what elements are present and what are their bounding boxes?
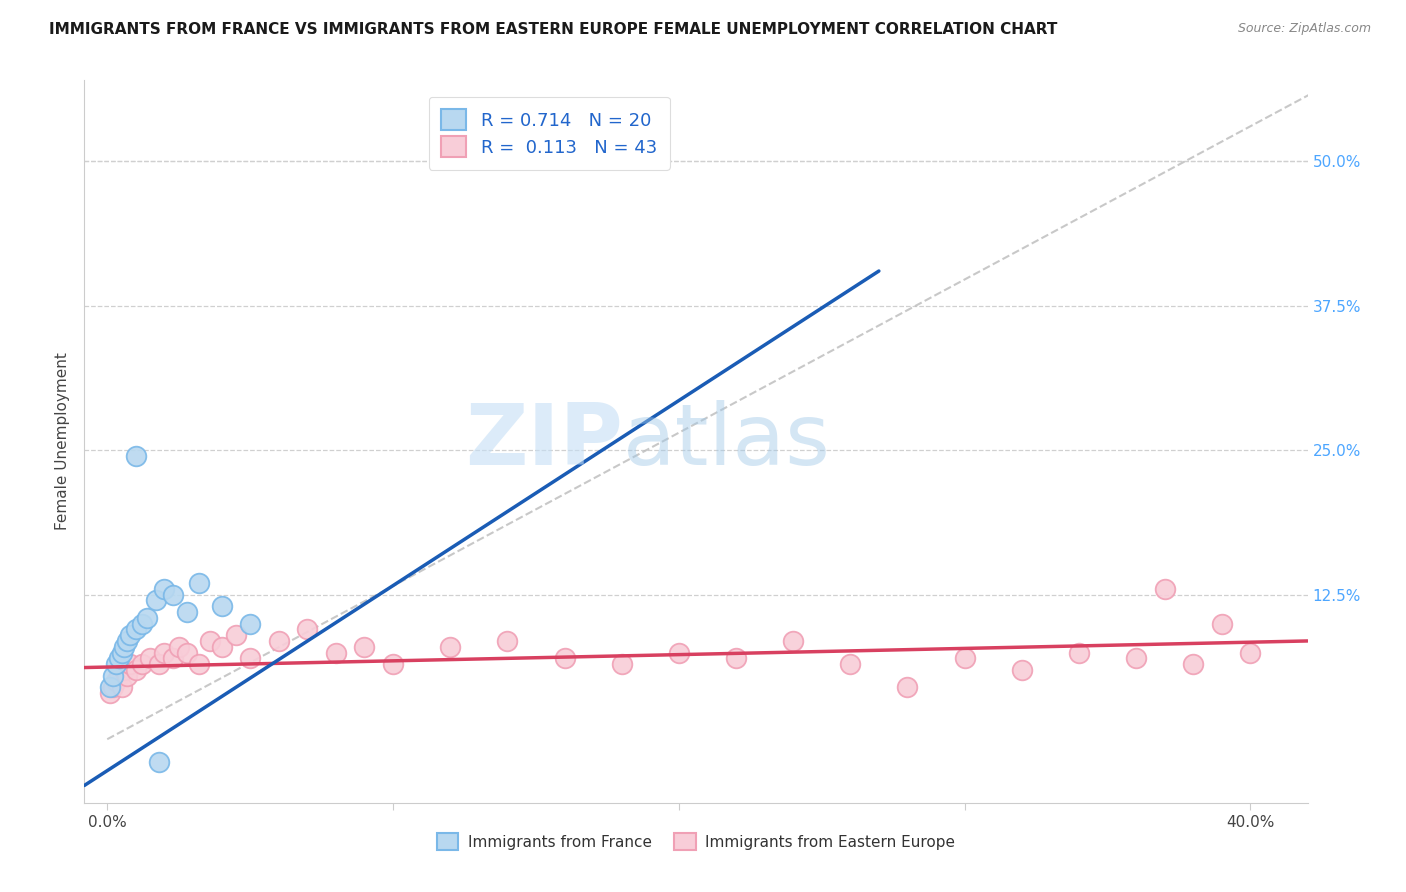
Point xyxy=(325,646,347,660)
Point xyxy=(553,651,575,665)
Point xyxy=(153,582,176,596)
Point xyxy=(125,663,148,677)
Point xyxy=(187,657,209,671)
Point xyxy=(198,634,221,648)
Point xyxy=(115,668,138,682)
Point xyxy=(120,657,142,671)
Point xyxy=(101,668,124,682)
Point xyxy=(724,651,747,665)
Point xyxy=(353,640,375,654)
Point xyxy=(98,680,121,694)
Point xyxy=(131,657,153,671)
Text: ZIP: ZIP xyxy=(465,400,623,483)
Point xyxy=(148,657,170,671)
Text: Source: ZipAtlas.com: Source: ZipAtlas.com xyxy=(1237,22,1371,36)
Point xyxy=(112,640,135,654)
Point xyxy=(112,663,135,677)
Point xyxy=(176,646,198,660)
Point xyxy=(1153,582,1175,596)
Point xyxy=(211,599,233,614)
Point xyxy=(267,634,290,648)
Point xyxy=(107,668,129,682)
Point xyxy=(136,611,159,625)
Point xyxy=(167,640,190,654)
Point xyxy=(110,680,132,694)
Point xyxy=(610,657,633,671)
Point xyxy=(953,651,976,665)
Point xyxy=(162,651,184,665)
Point xyxy=(148,756,170,770)
Point xyxy=(239,651,262,665)
Text: atlas: atlas xyxy=(623,400,831,483)
Point xyxy=(104,657,127,671)
Point xyxy=(162,588,184,602)
Point xyxy=(115,634,138,648)
Y-axis label: Female Unemployment: Female Unemployment xyxy=(55,352,70,531)
Point xyxy=(225,628,247,642)
Point xyxy=(1011,663,1033,677)
Point xyxy=(125,623,148,637)
Point xyxy=(439,640,461,654)
Point xyxy=(211,640,233,654)
Point xyxy=(496,634,519,648)
Point xyxy=(1125,651,1147,665)
Legend: Immigrants from France, Immigrants from Eastern Europe: Immigrants from France, Immigrants from … xyxy=(430,827,962,856)
Point xyxy=(139,651,162,665)
Point xyxy=(1067,646,1090,660)
Point xyxy=(1239,646,1261,660)
Point xyxy=(382,657,405,671)
Point xyxy=(176,605,198,619)
Point xyxy=(153,646,176,660)
Point xyxy=(131,616,153,631)
Point xyxy=(187,576,209,591)
Point xyxy=(239,616,262,631)
Point xyxy=(145,593,167,607)
Point xyxy=(297,623,319,637)
Point xyxy=(104,674,127,689)
Point xyxy=(120,628,142,642)
Point xyxy=(110,646,132,660)
Point xyxy=(98,686,121,700)
Point xyxy=(839,657,862,671)
Point xyxy=(896,680,918,694)
Point xyxy=(1182,657,1205,671)
Text: IMMIGRANTS FROM FRANCE VS IMMIGRANTS FROM EASTERN EUROPE FEMALE UNEMPLOYMENT COR: IMMIGRANTS FROM FRANCE VS IMMIGRANTS FRO… xyxy=(49,22,1057,37)
Point xyxy=(668,646,690,660)
Point xyxy=(107,651,129,665)
Point xyxy=(782,634,804,648)
Point xyxy=(1211,616,1233,631)
Point xyxy=(125,449,148,463)
Point xyxy=(101,680,124,694)
